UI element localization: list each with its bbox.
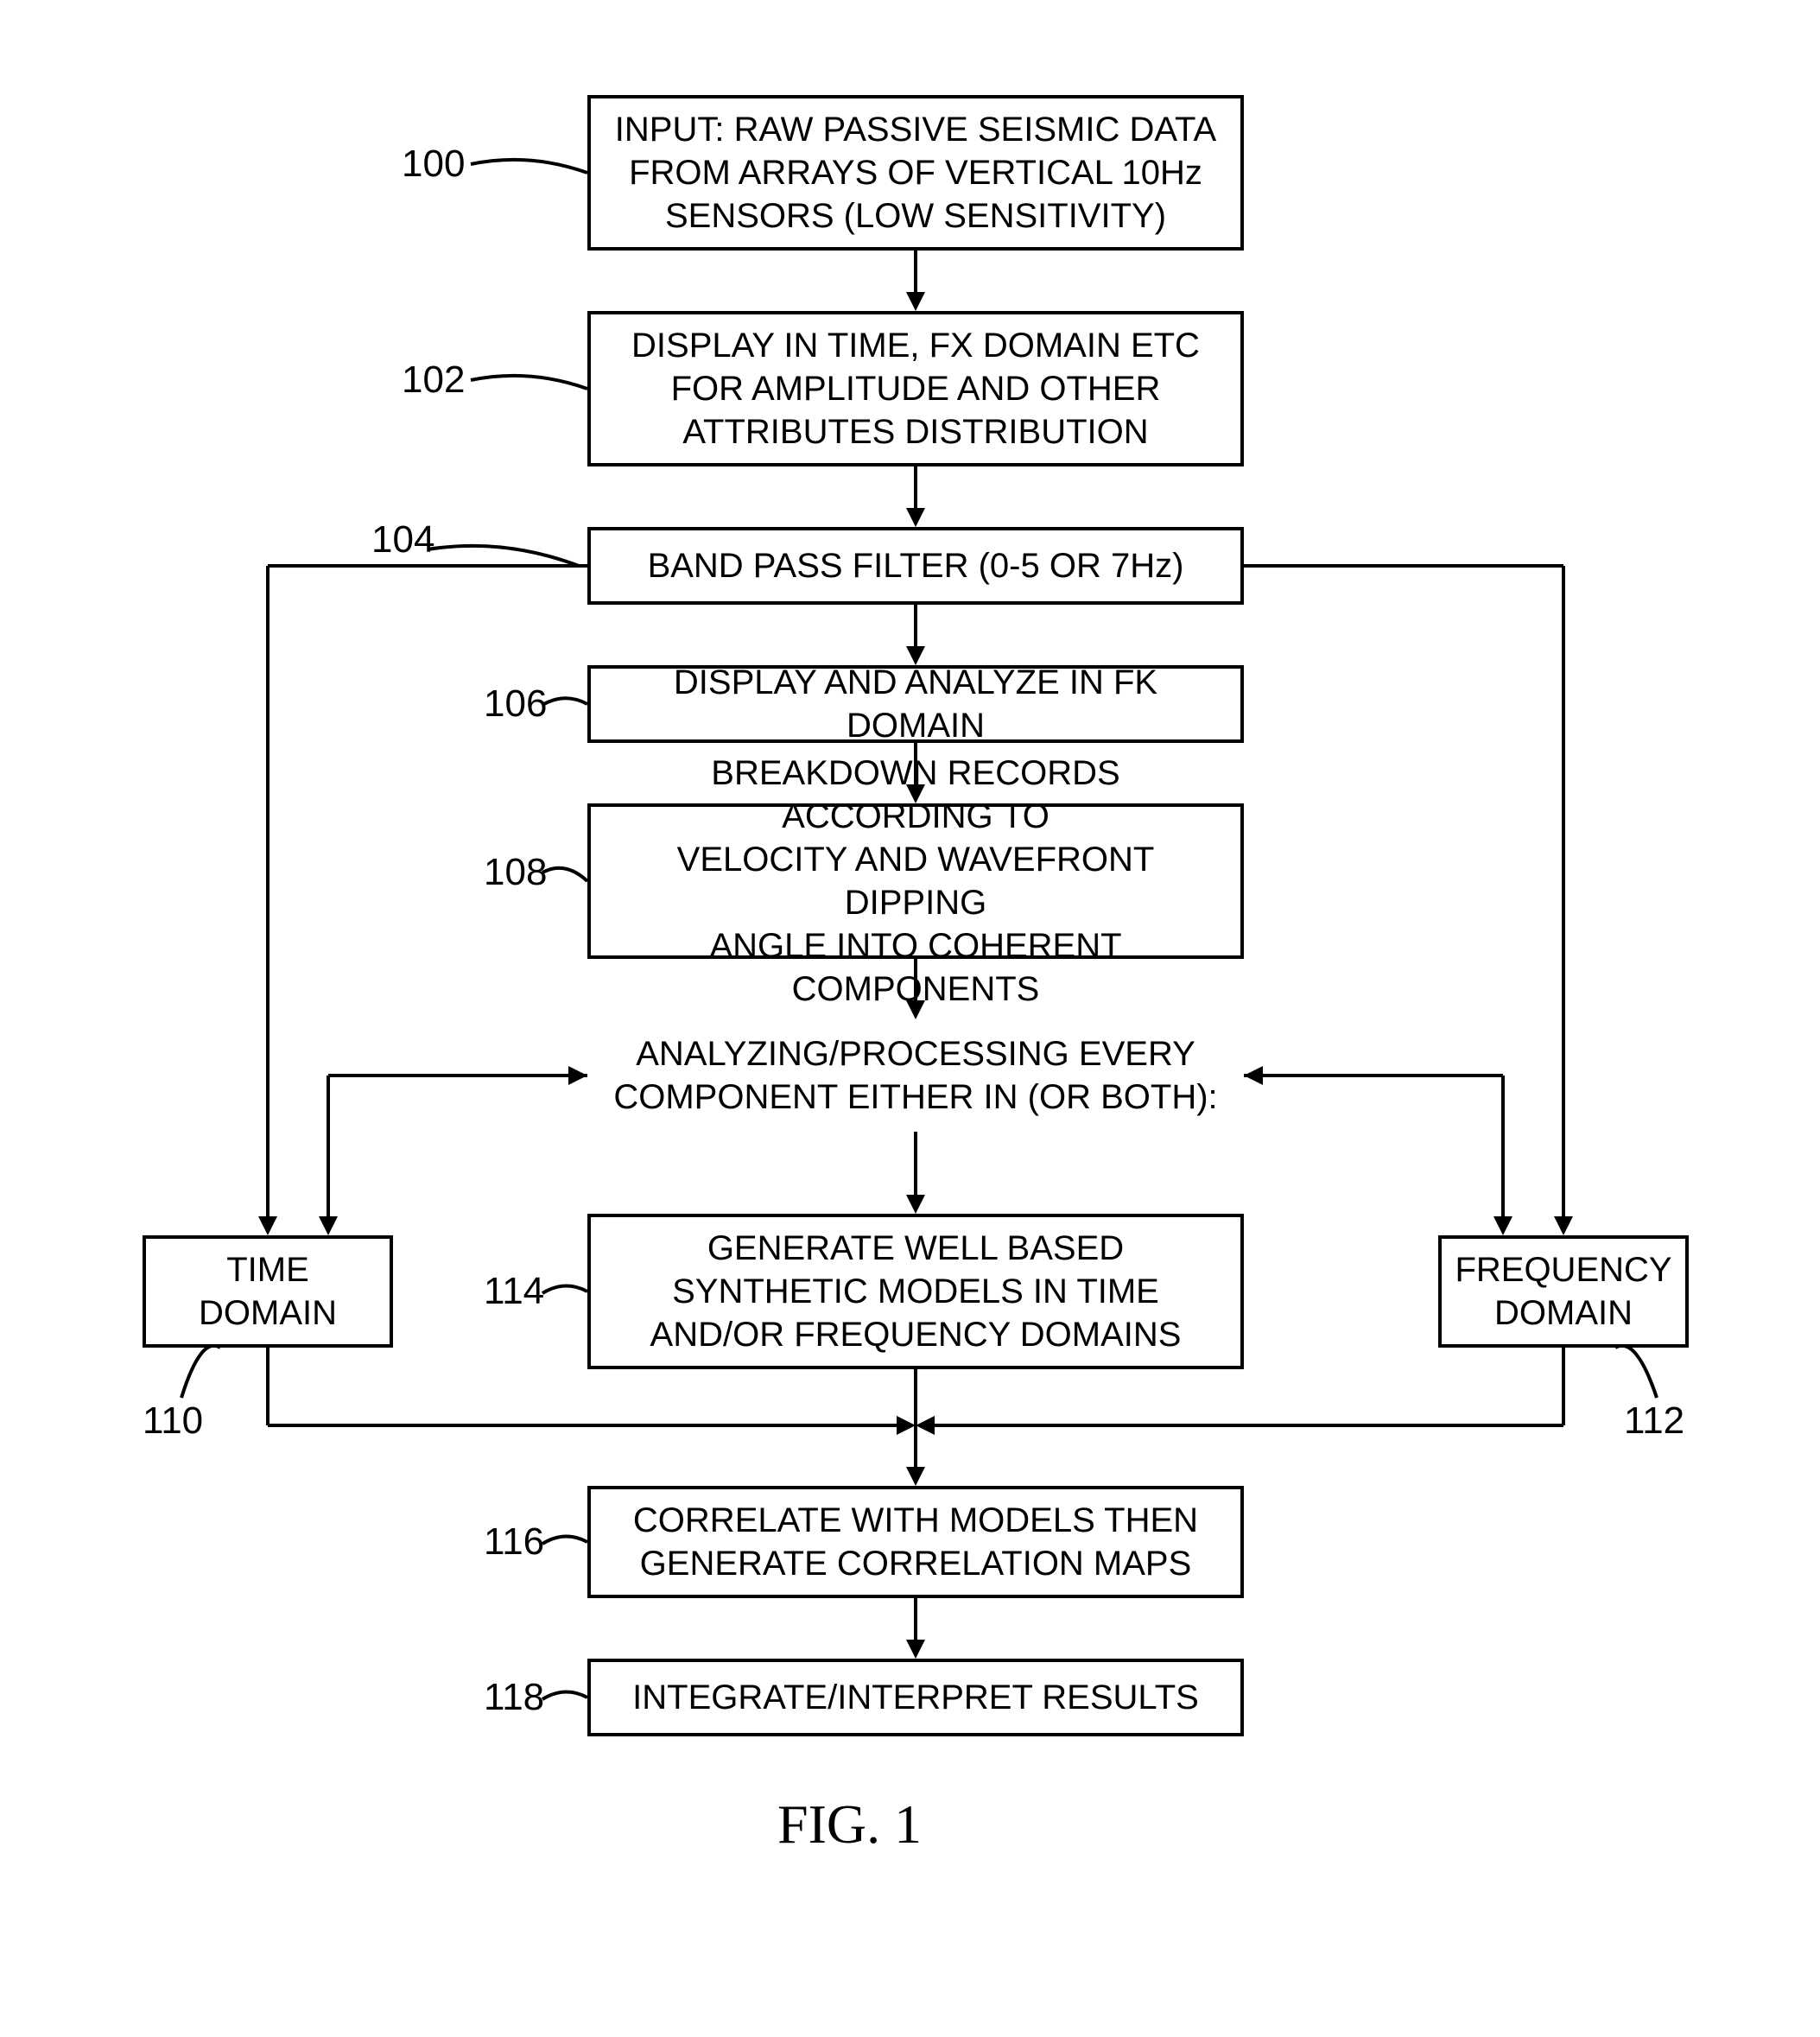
figure-title: FIG. 1 xyxy=(777,1793,922,1856)
flow-box-text: BREAKDOWN RECORDS ACCORDING TO VELOCITY … xyxy=(608,752,1223,1011)
flow-text-content: ANALYZING/PROCESSING EVERY COMPONENT EIT… xyxy=(613,1032,1217,1119)
flow-box-b102: DISPLAY IN TIME, FX DOMAIN ETC FOR AMPLI… xyxy=(587,311,1244,466)
flow-box-text: INTEGRATE/INTERPRET RESULTS xyxy=(632,1676,1199,1719)
ref-label-l118: 118 xyxy=(484,1676,544,1719)
flow-box-b118: INTEGRATE/INTERPRET RESULTS xyxy=(587,1659,1244,1736)
ref-label-l110: 110 xyxy=(143,1399,203,1443)
flow-box-text: TIME DOMAIN xyxy=(163,1248,372,1335)
flow-box-b110: TIME DOMAIN xyxy=(143,1235,393,1348)
flow-box-text: GENERATE WELL BASED SYNTHETIC MODELS IN … xyxy=(650,1227,1182,1356)
flow-box-b100: INPUT: RAW PASSIVE SEISMIC DATA FROM ARR… xyxy=(587,95,1244,251)
ref-label-l116: 116 xyxy=(484,1520,544,1564)
flow-box-b108: BREAKDOWN RECORDS ACCORDING TO VELOCITY … xyxy=(587,803,1244,959)
ref-label-l104: 104 xyxy=(371,518,434,562)
flow-box-text: BAND PASS FILTER (0-5 OR 7Hz) xyxy=(648,544,1184,587)
flow-box-text: DISPLAY AND ANALYZE IN FK DOMAIN xyxy=(608,661,1223,747)
ref-label-l100: 100 xyxy=(402,143,465,186)
ref-label-l114: 114 xyxy=(484,1270,544,1313)
ref-label-l112: 112 xyxy=(1624,1399,1684,1443)
ref-label-l106: 106 xyxy=(484,682,547,726)
flow-box-b116: CORRELATE WITH MODELS THEN GENERATE CORR… xyxy=(587,1486,1244,1598)
flow-box-text: DISPLAY IN TIME, FX DOMAIN ETC FOR AMPLI… xyxy=(631,324,1200,454)
flow-box-b104: BAND PASS FILTER (0-5 OR 7Hz) xyxy=(587,527,1244,605)
flowchart-canvas: INPUT: RAW PASSIVE SEISMIC DATA FROM ARR… xyxy=(0,0,1820,2037)
flow-box-text: FREQUENCY DOMAIN xyxy=(1455,1248,1671,1335)
ref-label-l102: 102 xyxy=(402,359,465,402)
ref-label-l108: 108 xyxy=(484,851,547,894)
flow-box-text: INPUT: RAW PASSIVE SEISMIC DATA FROM ARR… xyxy=(615,108,1216,238)
flow-box-b112: FREQUENCY DOMAIN xyxy=(1438,1235,1689,1348)
flow-box-b106: DISPLAY AND ANALYZE IN FK DOMAIN xyxy=(587,665,1244,743)
flow-text-split: ANALYZING/PROCESSING EVERY COMPONENT EIT… xyxy=(587,1019,1244,1132)
flow-box-text: CORRELATE WITH MODELS THEN GENERATE CORR… xyxy=(633,1499,1198,1585)
flow-box-b114: GENERATE WELL BASED SYNTHETIC MODELS IN … xyxy=(587,1214,1244,1369)
